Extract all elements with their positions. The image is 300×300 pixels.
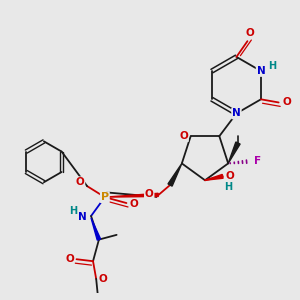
Text: O: O	[130, 199, 139, 209]
Polygon shape	[205, 174, 223, 180]
Text: N: N	[78, 212, 87, 222]
Text: O: O	[245, 28, 254, 38]
Text: N: N	[256, 66, 265, 76]
Polygon shape	[91, 218, 101, 240]
Text: H: H	[69, 206, 77, 216]
Text: O: O	[145, 189, 154, 199]
Text: O: O	[65, 254, 74, 264]
Text: O: O	[225, 171, 234, 181]
Text: P: P	[101, 192, 109, 202]
Polygon shape	[105, 193, 158, 197]
Polygon shape	[228, 142, 240, 164]
Text: F: F	[254, 157, 261, 166]
Text: N: N	[232, 109, 241, 118]
Text: O: O	[76, 177, 84, 187]
Polygon shape	[168, 164, 182, 186]
Text: O: O	[179, 131, 188, 141]
Text: H: H	[224, 182, 232, 192]
Text: O: O	[99, 274, 108, 284]
Text: O: O	[282, 98, 291, 107]
Text: H: H	[268, 61, 276, 71]
